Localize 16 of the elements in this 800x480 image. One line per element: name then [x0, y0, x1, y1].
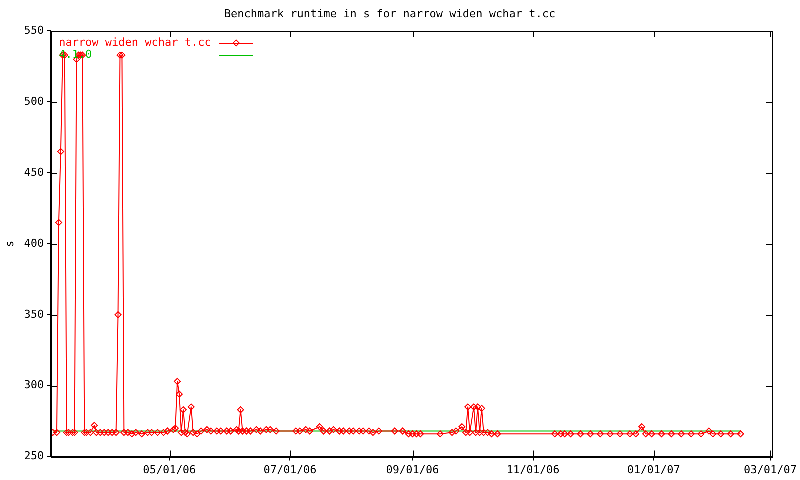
- legend-label: narrow widen wchar t.cc: [59, 36, 212, 50]
- y-axis-title: s: [3, 240, 16, 248]
- y-tick-label: 400: [24, 236, 44, 250]
- x-tick-label: 09/01/06: [386, 463, 440, 476]
- y-tick-label: 500: [24, 94, 44, 108]
- x-tick-label: 07/01/06: [264, 463, 317, 476]
- chart-title: Benchmark runtime in s for narrow widen wchar t.cc: [224, 7, 556, 20]
- y-tick-label: 250: [24, 450, 44, 463]
- y-tick-label: 450: [24, 166, 44, 179]
- y-tick-label: 300: [24, 378, 44, 392]
- x-tick-label: 01/01/07: [627, 463, 680, 476]
- x-tick-label: 05/01/06: [143, 463, 196, 476]
- y-tick-label: 350: [24, 308, 44, 321]
- y-tick-label: 550: [24, 24, 44, 38]
- x-tick-label: 11/01/06: [506, 463, 560, 476]
- x-tick-label: 03/01/07: [744, 463, 797, 476]
